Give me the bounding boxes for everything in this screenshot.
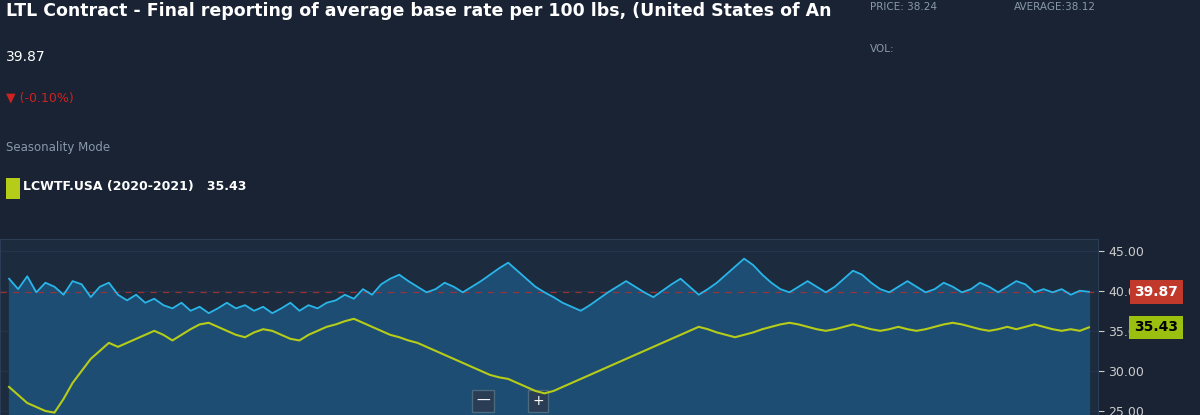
Text: —: — <box>476 394 490 408</box>
Text: PRICE: 38.24: PRICE: 38.24 <box>870 2 937 12</box>
Text: SONAR: SONAR <box>499 336 599 360</box>
Text: LTL Contract - Final reporting of average base rate per 100 lbs, (United States : LTL Contract - Final reporting of averag… <box>6 2 832 20</box>
Text: VOL:: VOL: <box>870 44 895 54</box>
Text: +: + <box>533 394 544 408</box>
Text: ▼ (-0.10%): ▼ (-0.10%) <box>6 91 73 104</box>
Text: 39.87: 39.87 <box>6 50 46 64</box>
Text: FREIGHTWAVES: FREIGHTWAVES <box>451 308 647 328</box>
Text: LCWTF.USA (2020-2021)   35.43: LCWTF.USA (2020-2021) 35.43 <box>23 180 246 193</box>
Text: 39.87: 39.87 <box>1134 285 1178 299</box>
Text: 35.43: 35.43 <box>1134 320 1178 334</box>
Text: Seasonality Mode: Seasonality Mode <box>6 141 110 154</box>
Text: AVERAGE:38.12: AVERAGE:38.12 <box>1014 2 1096 12</box>
